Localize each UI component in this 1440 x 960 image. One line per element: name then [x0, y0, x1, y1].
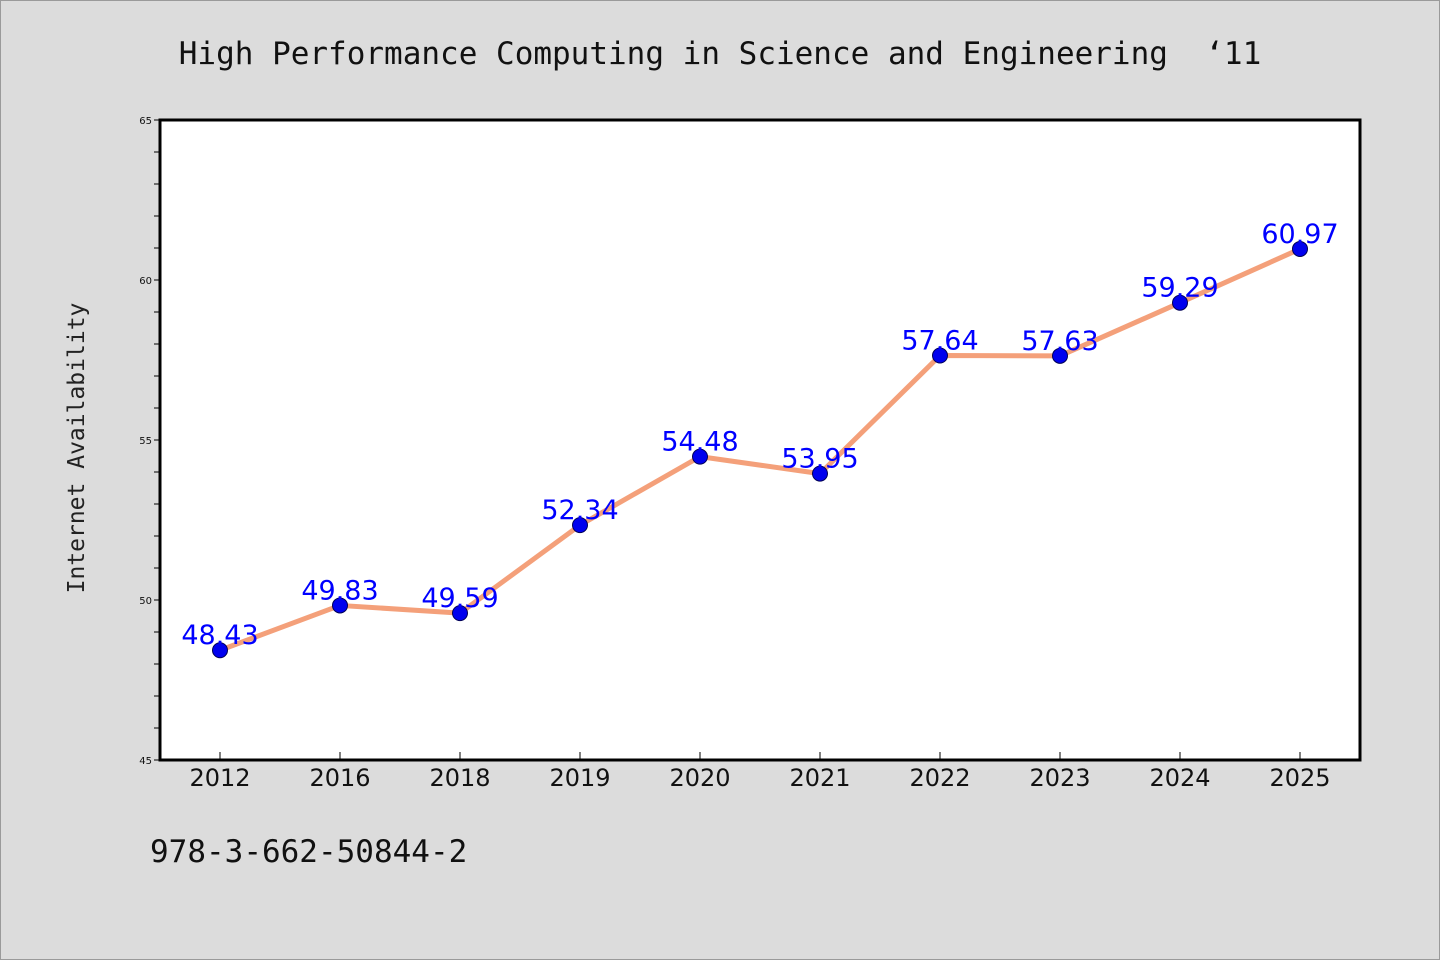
y-tick-label: 60: [139, 276, 152, 287]
x-tick-label: 2018: [429, 764, 490, 792]
chart-title: High Performance Computing in Science an…: [178, 36, 1262, 72]
y-tick-label: 50: [139, 596, 152, 607]
data-label: 54.48: [661, 427, 738, 458]
x-tick-label: 2023: [1029, 764, 1090, 792]
isbn-text: 978-3-662-50844-2: [150, 834, 468, 870]
data-label: 59.29: [1141, 273, 1218, 304]
data-markers: [212, 240, 1308, 659]
data-point: [452, 605, 468, 622]
data-point: [572, 517, 588, 534]
x-tick-label: 2016: [309, 764, 370, 792]
data-point: [212, 642, 228, 659]
plot-border: [158, 118, 1362, 762]
plot-area: [160, 120, 1360, 760]
data-label: 53.95: [781, 444, 858, 475]
data-labels: 48.43 49.83 49.59 52.34 54.48 53.95 57.64 57.63…: [181, 219, 1338, 651]
y-tick-label: 55: [139, 436, 152, 447]
x-tick-label: 2024: [1149, 764, 1210, 792]
x-tick-label: 2025: [1269, 764, 1330, 792]
data-point: [692, 448, 708, 465]
x-tick-label: 2012: [189, 764, 250, 792]
x-tick-label: 2020: [669, 764, 730, 792]
data-point: [812, 465, 828, 482]
x-tick-label: 2019: [549, 764, 610, 792]
data-point: [1292, 240, 1308, 257]
data-point: [332, 597, 348, 614]
y-axis: 45 50 55 60 65: [139, 116, 160, 767]
data-point: [1052, 347, 1068, 364]
x-tick-label: 2021: [789, 764, 850, 792]
data-point: [1172, 294, 1188, 311]
series-line: [219, 246, 1302, 653]
data-label: 49.83: [301, 575, 378, 606]
data-label: 57.64: [901, 326, 978, 357]
data-label: 57.63: [1021, 326, 1098, 357]
data-label: 48.43: [181, 620, 258, 651]
data-point: [932, 347, 948, 364]
data-label: 49.59: [421, 583, 498, 614]
x-axis: 2012 2016 2018 2019 2020 2021 2022 2023 2024 2025: [189, 752, 1331, 792]
y-tick-label: 45: [139, 756, 152, 767]
data-label: 52.34: [541, 495, 618, 526]
x-tick-label: 2022: [909, 764, 970, 792]
data-label: 60.97: [1261, 219, 1338, 250]
y-tick-label: 65: [139, 116, 152, 127]
